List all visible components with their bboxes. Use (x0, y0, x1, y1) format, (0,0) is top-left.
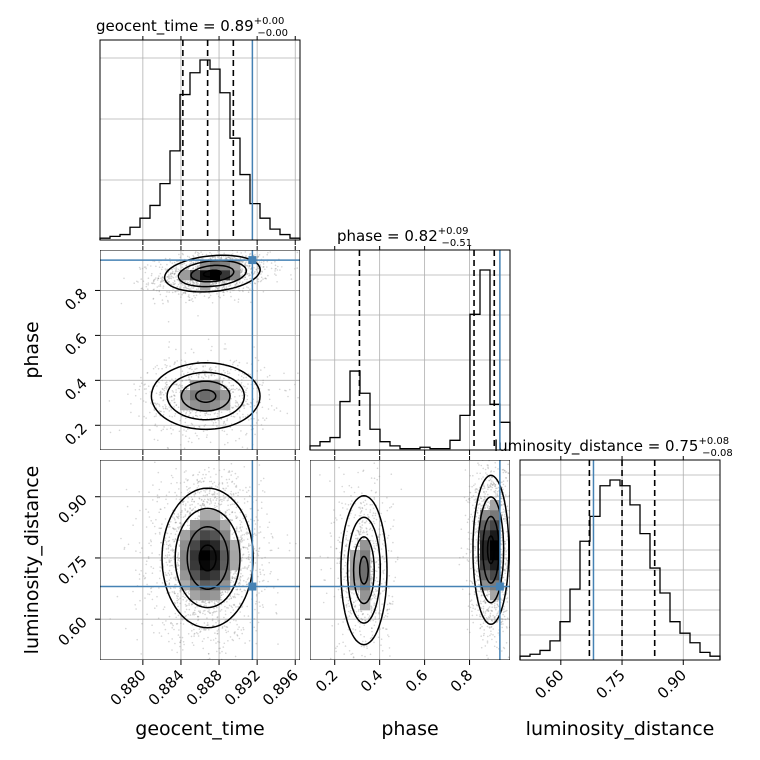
contour-line (482, 515, 500, 584)
xlabel-phase: phase (381, 718, 438, 740)
contour-line (163, 254, 261, 293)
x-tick-label: 0.884 (145, 666, 188, 709)
title-geocent-time: geocent_time = 0.89+0.00 −0.00 (96, 16, 288, 39)
panel-2d-geocent-time-luminosity-distance (100, 460, 300, 660)
histogram-luminosity_distance (519, 479, 721, 660)
histogram-phase (309, 269, 511, 450)
panel-frame (99, 39, 301, 241)
x-tick-label: 0.888 (183, 666, 226, 709)
y-tick-label: 0.6 (61, 329, 91, 359)
y-tick-label: 0.2 (61, 419, 91, 449)
contour-line (166, 371, 246, 421)
x-tick-label: 0.896 (259, 666, 302, 709)
x-tick-label: 0.2 (312, 666, 342, 696)
panel-frame (309, 249, 511, 451)
contour-line (202, 269, 222, 278)
x-tick-label: 0.75 (593, 666, 629, 702)
contour-line (477, 496, 505, 604)
truth-marker (495, 582, 504, 591)
y-tick-label: 0.4 (61, 374, 91, 404)
y-tick-label: 0.60 (54, 613, 90, 649)
contour-line (150, 362, 261, 431)
density-cells (180, 510, 241, 601)
contour-line (346, 516, 382, 624)
contour-line (161, 487, 254, 629)
contour-line (194, 389, 217, 403)
contour-line (486, 535, 495, 565)
x-tick-label: 0.4 (357, 666, 387, 696)
contour-line (352, 536, 375, 605)
y-tick-label: 0.8 (61, 285, 91, 315)
contour-line (177, 259, 248, 288)
x-tick-label: 0.90 (654, 666, 690, 702)
contour-line (198, 544, 217, 572)
truth-marker (248, 582, 257, 591)
panel-2d-phase-luminosity-distance (310, 460, 510, 660)
panel-hist-luminosity-distance (519, 459, 721, 661)
contours (161, 487, 254, 629)
xlabel-geocent-time: geocent_time (135, 718, 264, 740)
panel-bg (310, 460, 510, 660)
contour-line (340, 495, 388, 646)
x-tick-label: 0.892 (221, 666, 264, 709)
panel-2d-geocent-time-phase (100, 250, 300, 450)
x-tick-label: 0.6 (402, 666, 432, 696)
contours (150, 254, 261, 431)
xlabel-luminosity-distance: luminosity_distance (526, 718, 715, 740)
truth-marker (248, 256, 257, 265)
ylabel-phase: phase (21, 321, 43, 378)
panel-hist-phase (309, 249, 511, 451)
contour-line (186, 525, 229, 590)
contour-line (174, 507, 241, 609)
x-tick-label: 0.8 (447, 666, 477, 696)
density-cells (350, 500, 501, 611)
contour-line (358, 555, 369, 585)
contour-line (190, 264, 235, 283)
ylabel-luminosity-distance: luminosity_distance (21, 466, 43, 655)
title-phase: phase = 0.82+0.09 −0.51 (337, 226, 472, 249)
contour-line (180, 380, 231, 412)
title-luminosity-distance: luminosity_distance = 0.75+0.08 −0.08 (494, 436, 733, 459)
x-tick-label: 0.60 (531, 666, 567, 702)
y-tick-label: 0.75 (54, 552, 90, 588)
panel-frame (519, 459, 721, 661)
panel-hist-geocent-time (99, 39, 301, 241)
x-tick-label: 0.880 (107, 666, 150, 709)
histogram-geocent_time (99, 59, 301, 240)
y-tick-label: 0.90 (54, 491, 90, 527)
